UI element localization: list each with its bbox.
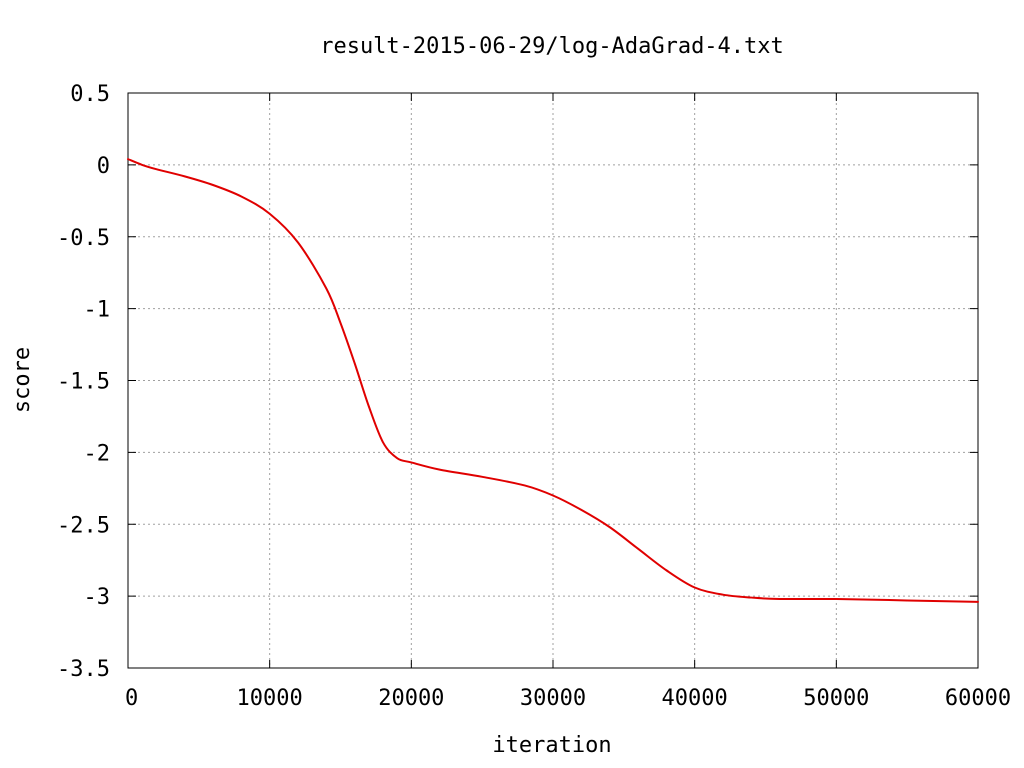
x-tick-label: 40000 xyxy=(662,686,728,711)
y-tick-label: -0.5 xyxy=(57,226,110,251)
x-tick-label: 50000 xyxy=(803,686,869,711)
y-tick-label: -1.5 xyxy=(57,370,110,395)
x-axis-title: iteration xyxy=(492,733,611,758)
x-tick-label: 60000 xyxy=(945,686,1011,711)
y-tick-label: -3 xyxy=(84,585,111,610)
x-tick-label: 0 xyxy=(125,686,138,711)
x-tick-label: 30000 xyxy=(520,686,586,711)
series-line xyxy=(127,158,979,603)
x-tick-label: 10000 xyxy=(237,686,303,711)
y-tick-label: -2 xyxy=(84,441,111,466)
y-tick-label: 0 xyxy=(97,154,110,179)
y-tick-label: -3.5 xyxy=(57,657,110,682)
series-group xyxy=(127,158,979,603)
y-tick-label: 0.5 xyxy=(70,82,110,107)
tick-marks xyxy=(127,92,979,669)
grid xyxy=(128,93,978,668)
y-axis-title: score xyxy=(10,347,35,413)
x-tick-label: 20000 xyxy=(378,686,444,711)
y-tick-label: -2.5 xyxy=(57,513,110,538)
y-tick-label: -1 xyxy=(84,298,111,323)
x-tick-labels: 0 10000 20000 30000 40000 50000 60000 xyxy=(125,686,1011,711)
chart-title: result-2015-06-29/log-AdaGrad-4.txt xyxy=(320,34,784,59)
y-tick-labels: 0.5 0 -0.5 -1 -1.5 -2 -2.5 -3 -3.5 xyxy=(57,82,110,682)
